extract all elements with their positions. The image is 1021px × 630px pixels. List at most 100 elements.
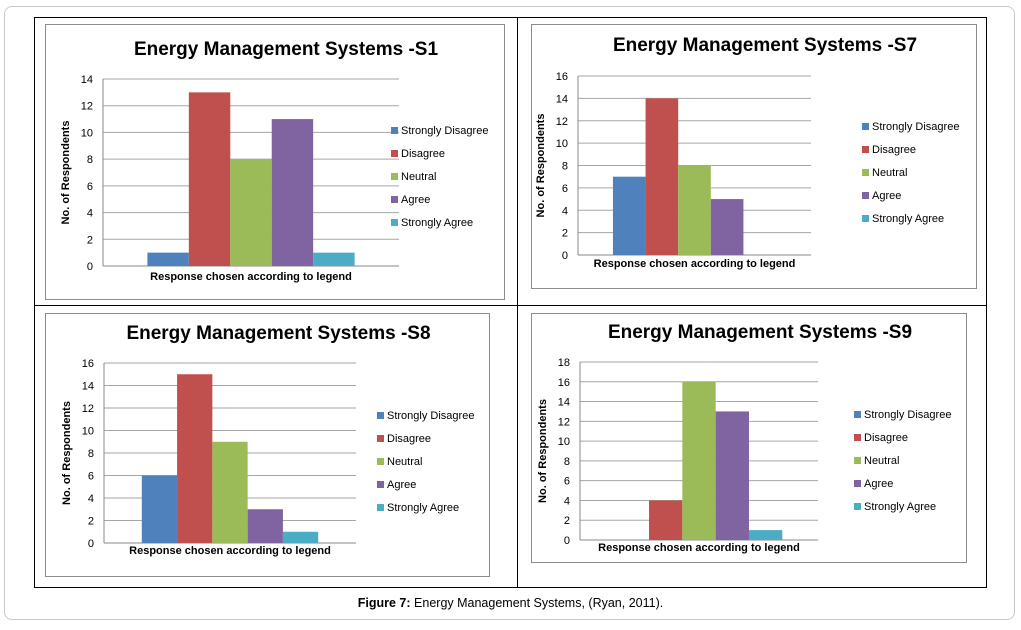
y-tick-label: 8 (564, 456, 570, 468)
chart-panel-s9: Energy Management Systems -S9 0 2 4 6 8 10 12 14… (531, 313, 967, 563)
y-tick-label: 4 (87, 208, 93, 220)
bar-disagree (188, 92, 231, 266)
legend-swatch (862, 123, 869, 130)
legend-swatch (862, 169, 869, 176)
legend-label: Strongly Disagree (387, 410, 474, 422)
y-tick-label: 14 (82, 381, 94, 393)
legend-swatch (391, 127, 398, 134)
bar-agree (247, 509, 283, 543)
y-tick-label: 6 (564, 476, 570, 488)
bar-strongly-disagree (141, 475, 178, 543)
bar-agree (710, 199, 744, 255)
y-tick-label: 2 (87, 234, 93, 246)
chart-svg: Energy Management Systems -S7 0 2 4 6 8 10 12 14… (535, 35, 959, 270)
bar-strongly-agree (282, 531, 319, 543)
legend-label: Neutral (401, 171, 436, 183)
y-tick-label: 12 (82, 403, 94, 415)
y-axis-label: No. of Respondents (61, 401, 73, 505)
y-tick-label: 14 (558, 397, 570, 409)
legend-swatch (377, 412, 384, 419)
legend-swatch (377, 435, 384, 442)
legend-label: Disagree (401, 148, 445, 160)
chart-svg: Energy Management Systems -S8 0 2 4 6 8 10 12 14… (61, 323, 474, 557)
bar-strongly-agree (313, 252, 355, 266)
legend-swatch (854, 434, 861, 441)
bar-disagree (645, 98, 679, 255)
x-axis-label: Response chosen according to legend (594, 258, 796, 270)
legend-swatch (391, 173, 398, 180)
chart-panel-s8: Energy Management Systems -S8 0 2 4 6 8 10 12 14… (45, 313, 490, 577)
y-tick-label: 6 (87, 181, 93, 193)
legend-label: Strongly Disagree (872, 121, 959, 133)
legend-swatch (862, 146, 869, 153)
bar-neutral (682, 381, 716, 540)
legend-label: Agree (387, 479, 416, 491)
chart-svg: Energy Management Systems -S9 0 2 4 6 8 10 12 14… (537, 322, 951, 554)
y-tick-label: 14 (81, 74, 93, 86)
y-tick-label: 18 (558, 357, 570, 369)
legend-swatch (377, 481, 384, 488)
chart-title: Energy Management Systems -S1 (134, 39, 439, 60)
chart-panel-s7: Energy Management Systems -S7 0 2 4 6 8 10 12 14… (531, 24, 977, 289)
chart-title: Energy Management Systems -S7 (613, 35, 917, 56)
caption-label: Figure 7: (357, 596, 411, 610)
y-tick-label: 2 (562, 228, 568, 240)
legend-label: Strongly Disagree (864, 409, 951, 421)
grid-divider-vertical (517, 17, 518, 588)
y-tick-label: 8 (87, 154, 93, 166)
chart-title: Energy Management Systems -S9 (608, 322, 912, 343)
legend-swatch (854, 457, 861, 464)
legend-label: Neutral (872, 167, 907, 179)
figure-caption: Figure 7: Energy Management Systems, (Ry… (0, 596, 1021, 610)
legend-label: Agree (872, 190, 901, 202)
legend-label: Strongly Disagree (401, 125, 488, 137)
grid-divider-horizontal (34, 305, 987, 306)
y-tick-label: 16 (82, 358, 94, 370)
y-tick-label: 0 (88, 538, 94, 550)
chart-title: Energy Management Systems -S8 (126, 323, 430, 344)
y-tick-label: 0 (564, 535, 570, 547)
y-tick-label: 2 (564, 515, 570, 527)
legend-swatch (377, 504, 384, 511)
y-tick-label: 6 (562, 183, 568, 195)
y-tick-label: 4 (88, 493, 94, 505)
figure-grid (34, 17, 987, 588)
legend-swatch (854, 411, 861, 418)
y-tick-label: 10 (556, 138, 568, 150)
y-tick-label: 4 (564, 495, 570, 507)
legend-swatch (862, 192, 869, 199)
figure-frame (4, 6, 1015, 620)
bar-agree (271, 119, 314, 266)
bar-strongly-disagree (147, 252, 189, 266)
y-tick-label: 10 (81, 127, 93, 139)
bar-neutral (678, 165, 711, 255)
legend-swatch (377, 458, 384, 465)
x-axis-label: Response chosen according to legend (129, 545, 331, 557)
legend-label: Strongly Agree (872, 213, 944, 225)
y-tick-label: 8 (88, 448, 94, 460)
legend-label: Agree (864, 478, 893, 490)
y-tick-label: 16 (558, 377, 570, 389)
y-tick-label: 12 (558, 416, 570, 428)
bar-disagree (649, 500, 683, 540)
legend-label: Strongly Agree (387, 502, 459, 514)
y-tick-label: 12 (81, 101, 93, 113)
legend-label: Disagree (864, 432, 908, 444)
bar-neutral (230, 159, 272, 266)
y-tick-label: 6 (88, 471, 94, 483)
chart-panel-s1: Energy Management Systems -S1 0 2 4 6 8 10 12 14… (45, 24, 505, 300)
x-axis-label: Response chosen according to legend (598, 542, 800, 554)
y-tick-label: 4 (562, 205, 568, 217)
legend-label: Neutral (864, 455, 899, 467)
bar-disagree (177, 374, 213, 543)
caption-text: Energy Management Systems, (Ryan, 2011). (410, 596, 664, 610)
bar-agree (715, 411, 749, 540)
y-tick-label: 16 (556, 71, 568, 83)
y-axis-label: No. of Respondents (537, 399, 549, 503)
legend-swatch (854, 480, 861, 487)
legend-label: Disagree (387, 433, 431, 445)
y-tick-label: 10 (558, 436, 570, 448)
y-tick-label: 2 (88, 516, 94, 528)
y-tick-label: 8 (562, 161, 568, 173)
legend-label: Disagree (872, 144, 916, 156)
